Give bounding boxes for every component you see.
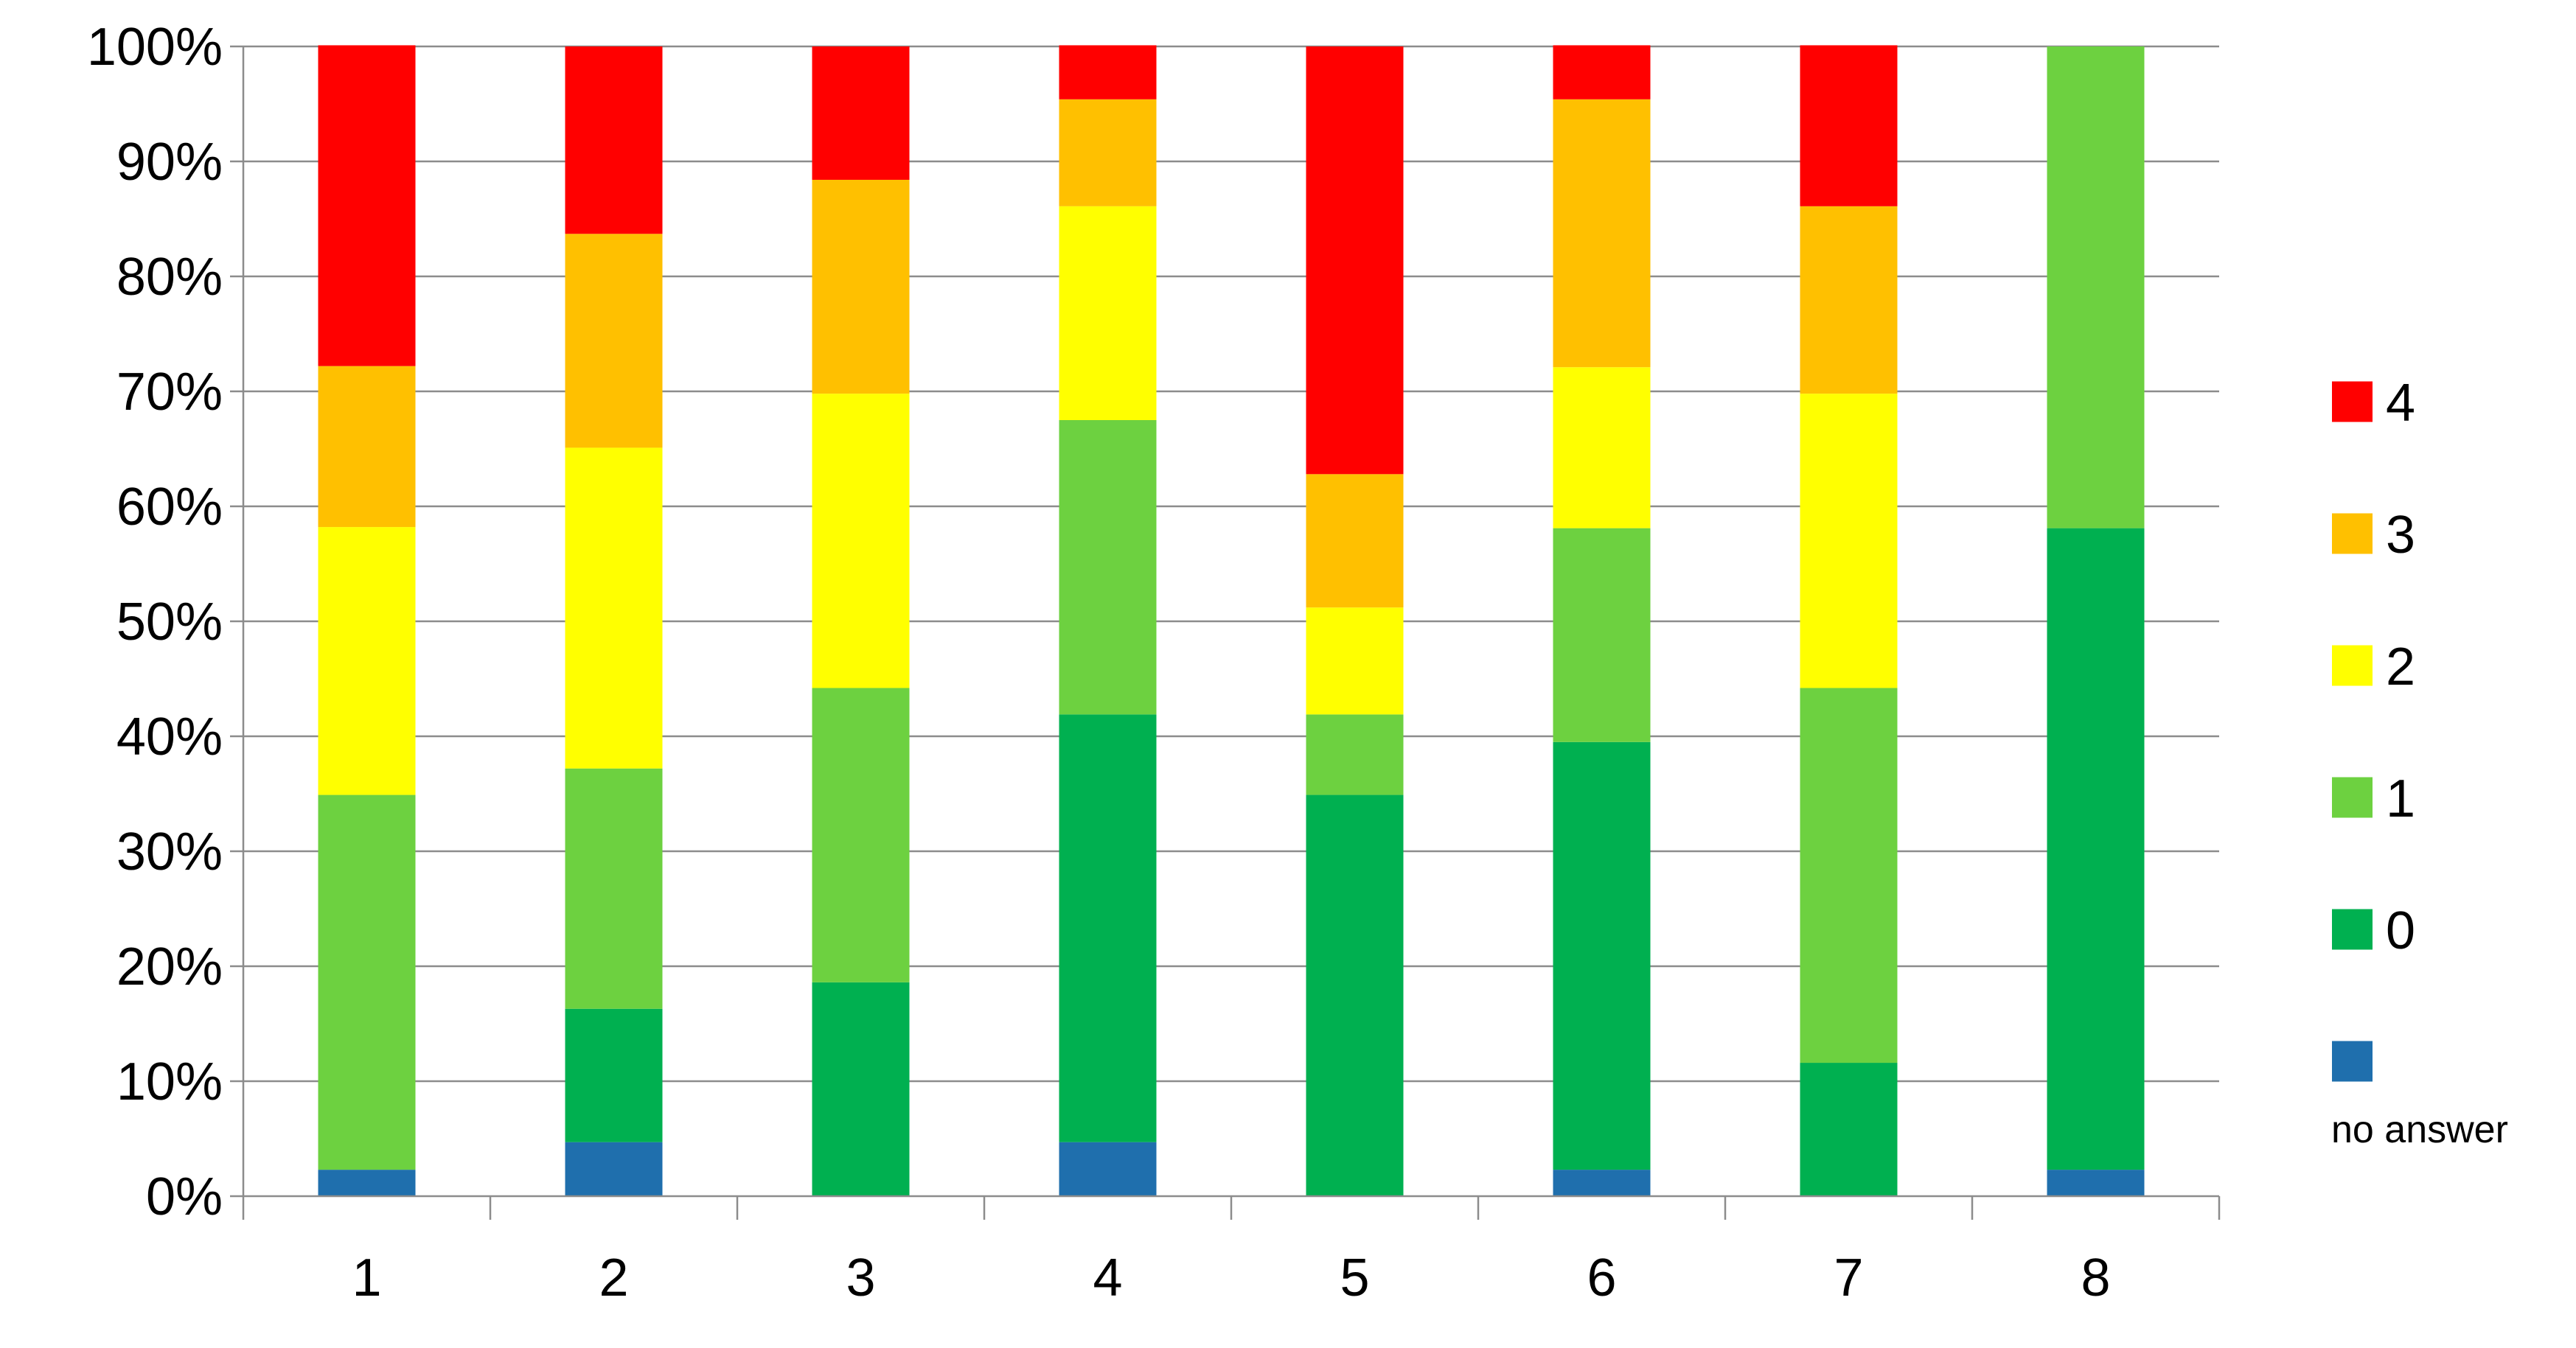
bar-segment xyxy=(318,795,416,1170)
bar-segment xyxy=(812,46,910,180)
bar-segment xyxy=(318,45,416,366)
gridlines xyxy=(243,45,2219,1083)
bar-segment xyxy=(1059,206,1157,420)
legend-swatch xyxy=(2332,513,2373,554)
bar-segment xyxy=(1800,1063,1898,1196)
bar-segment xyxy=(1059,45,1157,99)
bar-segment xyxy=(1306,607,1404,715)
bar-segment xyxy=(1059,99,1157,206)
bar-segment xyxy=(565,1142,663,1196)
bar-segment xyxy=(1553,1170,1651,1196)
bar-segment xyxy=(1306,46,1404,475)
bar-segment xyxy=(1800,45,1898,206)
bar-segment xyxy=(565,234,663,448)
y-tick-label: 90% xyxy=(116,133,223,192)
x-tick-label: 6 xyxy=(1587,1249,1616,1307)
x-tick-label: 2 xyxy=(599,1249,628,1307)
bar-segment xyxy=(1800,394,1898,688)
y-tick-label: 10% xyxy=(116,1052,223,1111)
bar-segment xyxy=(1059,714,1157,1142)
legend: 4 3 2 1 0 no answer xyxy=(2331,374,2508,1151)
bar-segment xyxy=(2047,46,2145,528)
legend-label: 3 xyxy=(2386,506,2415,565)
legend-swatch xyxy=(2332,909,2373,950)
y-tick-label: 70% xyxy=(116,363,223,422)
bar-segment xyxy=(1553,45,1651,99)
legend-swatch xyxy=(2332,381,2373,422)
y-tick-label: 60% xyxy=(116,478,223,537)
bar-segment xyxy=(1306,714,1404,795)
bar-segment xyxy=(812,982,910,1196)
x-tick-label: 3 xyxy=(846,1249,875,1307)
bar-segment xyxy=(812,394,910,688)
legend-label: 1 xyxy=(2386,769,2415,828)
bar-segment xyxy=(1553,99,1651,368)
x-tick-label: 1 xyxy=(352,1249,381,1307)
y-tick-label: 80% xyxy=(116,248,223,307)
bar-segment xyxy=(318,1170,416,1196)
legend-swatch xyxy=(2332,645,2373,686)
bar-segment xyxy=(812,179,910,394)
bars xyxy=(318,45,2145,1196)
axes: 0% 10% 20% 30% 40% 50% 60% 70% 80% 90% 100% 1 2 3 4 5 6 7… xyxy=(87,18,2221,1307)
y-tick-label: 0% xyxy=(146,1167,223,1226)
bar-segment xyxy=(565,46,663,234)
bar-segment xyxy=(812,688,910,982)
bar-segment xyxy=(1800,688,1898,1064)
bar-segment xyxy=(1553,367,1651,528)
x-tick-label: 4 xyxy=(1093,1249,1122,1307)
legend-label: no answer xyxy=(2331,1108,2508,1151)
y-tick-label: 40% xyxy=(116,708,223,766)
x-tick-label: 7 xyxy=(1834,1249,1863,1307)
y-tick-label: 100% xyxy=(87,18,223,77)
bar-segment xyxy=(1306,474,1404,608)
legend-swatch xyxy=(2332,1041,2373,1082)
bar-segment xyxy=(565,1008,663,1142)
bar-segment xyxy=(1553,528,1651,742)
bar-segment xyxy=(318,527,416,795)
bar-segment xyxy=(1059,1142,1157,1196)
legend-label: 2 xyxy=(2386,638,2415,696)
bar-segment xyxy=(1059,420,1157,715)
x-tick-label: 5 xyxy=(1340,1249,1369,1307)
bar-segment xyxy=(565,768,663,1009)
y-tick-label: 20% xyxy=(116,937,223,996)
x-tick-label: 8 xyxy=(2081,1249,2110,1307)
bar-segment xyxy=(1800,206,1898,394)
bar-segment xyxy=(565,447,663,769)
legend-swatch xyxy=(2332,777,2373,818)
bar-segment xyxy=(1553,741,1651,1170)
bar-segment xyxy=(2047,1170,2145,1196)
bar-segment xyxy=(2047,528,2145,1170)
bar-segment xyxy=(1306,795,1404,1196)
y-tick-label: 50% xyxy=(116,593,223,652)
y-tick-label: 30% xyxy=(116,823,223,881)
legend-label: 0 xyxy=(2386,901,2415,960)
legend-label: 4 xyxy=(2386,374,2415,433)
bar-segment xyxy=(318,366,416,528)
